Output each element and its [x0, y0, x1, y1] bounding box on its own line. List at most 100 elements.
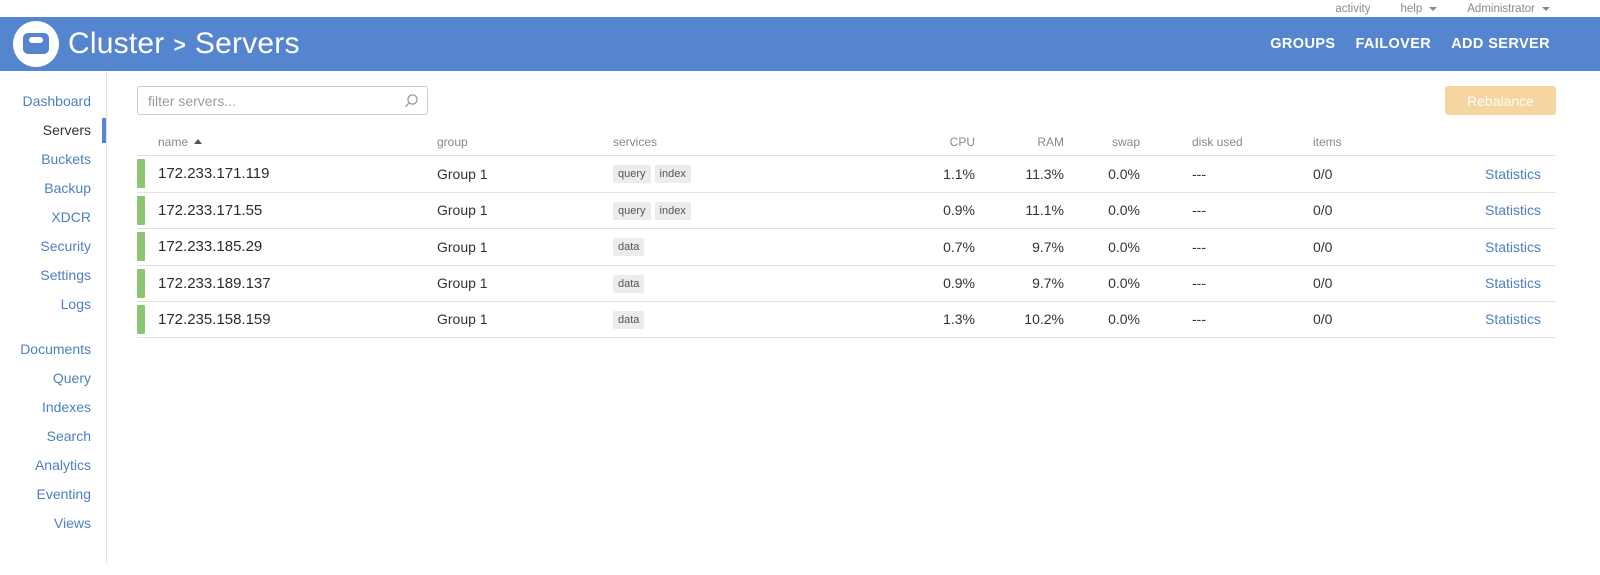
main-content: Rebalance name group services CPU RAM sw…: [107, 71, 1600, 575]
server-name: 172.233.185.29: [158, 238, 263, 256]
column-header-services[interactable]: services: [613, 134, 658, 149]
server-cpu: 0.9%: [943, 275, 975, 292]
sidebar-item-backup[interactable]: Backup: [44, 180, 91, 196]
filter-servers-input[interactable]: [137, 86, 428, 115]
header-actions: GROUPS FAILOVER ADD SERVER: [1270, 36, 1550, 52]
service-badge: data: [613, 274, 645, 293]
server-services: data: [613, 310, 915, 329]
sidebar-item-settings[interactable]: Settings: [40, 267, 91, 283]
sidebar-item-security[interactable]: Security: [40, 238, 91, 254]
toolbar: Rebalance: [137, 86, 1556, 115]
server-ram: 10.2%: [1024, 311, 1064, 328]
sidebar-item-logs[interactable]: Logs: [60, 296, 91, 312]
table-row[interactable]: 172.233.171.119 Group 1 query index 1.1% …: [137, 155, 1556, 192]
sidebar-item-indexes[interactable]: Indexes: [41, 399, 91, 415]
server-group: Group 1: [437, 311, 488, 328]
sidebar-group-0: Dashboard Servers Buckets Backup XDCR Securit…: [0, 87, 106, 319]
server-items: 0/0: [1313, 238, 1333, 255]
caret-down-icon: [1429, 6, 1438, 11]
statistics-cell: Statistics: [1467, 202, 1556, 218]
column-header-name-label: name: [158, 134, 189, 149]
couchbase-logo-icon: [13, 21, 59, 67]
column-header-group[interactable]: group: [437, 134, 468, 149]
statistics-link[interactable]: Statistics: [1484, 275, 1541, 292]
health-cell: [137, 232, 158, 262]
server-name: 172.235.158.159: [158, 310, 271, 328]
column-header-cpu[interactable]: CPU: [949, 134, 975, 149]
server-ram: 11.1%: [1025, 202, 1064, 219]
health-cell: [137, 195, 158, 225]
groups-button[interactable]: GROUPS: [1270, 36, 1336, 52]
topbar-link-administrator[interactable]: Administrator: [1467, 3, 1550, 15]
statistics-link[interactable]: Statistics: [1484, 311, 1541, 328]
breadcrumb-separator-icon: >: [173, 33, 186, 57]
server-name: 172.233.189.137: [158, 274, 271, 292]
sidebar-item-xdcr[interactable]: XDCR: [51, 209, 91, 225]
column-header-ram[interactable]: RAM: [1037, 134, 1064, 149]
table-row[interactable]: 172.233.189.137 Group 1 data 0.9% 9.7% 0…: [137, 264, 1556, 302]
topbar-link-label: activity: [1335, 2, 1371, 15]
app-header: Cluster > Servers GROUPS FAILOVER ADD SERV…: [0, 17, 1600, 71]
server-cpu: 0.9%: [943, 202, 975, 219]
statistics-link[interactable]: Statistics: [1484, 202, 1541, 219]
sidebar-item-documents[interactable]: Documents: [20, 341, 91, 357]
server-cpu: 0.7%: [943, 238, 975, 255]
column-header-swap[interactable]: swap: [1111, 134, 1140, 149]
service-badge: data: [613, 310, 645, 329]
server-ram: 9.7%: [1032, 275, 1064, 292]
statistics-link[interactable]: Statistics: [1484, 238, 1541, 255]
topbar-link-label: Administrator: [1467, 2, 1535, 15]
search-icon: [405, 94, 418, 107]
topbar-link-activity[interactable]: activity: [1335, 3, 1370, 15]
breadcrumb: Cluster > Servers: [68, 27, 300, 61]
server-swap: 0.0%: [1108, 165, 1140, 182]
table-row[interactable]: 172.233.171.55 Group 1 query index 0.9% 1…: [137, 191, 1556, 229]
service-badge: query: [613, 201, 651, 220]
sidebar-item-eventing[interactable]: Eventing: [36, 486, 91, 502]
sidebar-item-query[interactable]: Query: [52, 370, 91, 386]
failover-button[interactable]: FAILOVER: [1355, 36, 1432, 52]
server-ram: 11.3%: [1025, 165, 1064, 182]
server-cpu: 1.1%: [943, 165, 975, 182]
table-row[interactable]: 172.235.158.159 Group 1 data 1.3% 10.2% …: [137, 301, 1556, 338]
sidebar-item-servers[interactable]: Servers: [0, 116, 106, 145]
server-disk-used: ---: [1192, 165, 1206, 182]
server-table: name group services CPU RAM swap disk us…: [137, 128, 1556, 338]
server-disk-used: ---: [1192, 238, 1206, 255]
server-swap: 0.0%: [1108, 311, 1140, 328]
server-items: 0/0: [1313, 275, 1333, 292]
sidebar-item-search[interactable]: Search: [46, 428, 91, 444]
sidebar-item-buckets[interactable]: Buckets: [41, 151, 91, 167]
server-swap: 0.0%: [1108, 202, 1140, 219]
sidebar: Dashboard Servers Buckets Backup XDCR Securit…: [0, 71, 107, 563]
server-disk-used: ---: [1192, 311, 1206, 328]
server-health-indicator: [137, 232, 145, 262]
server-name: 172.233.171.119: [158, 165, 270, 183]
server-swap: 0.0%: [1108, 238, 1140, 255]
server-health-indicator: [137, 268, 145, 298]
server-group: Group 1: [437, 202, 488, 219]
sidebar-item-views[interactable]: Views: [53, 515, 91, 531]
column-header-disk-used[interactable]: disk used: [1192, 134, 1243, 149]
server-items: 0/0: [1313, 165, 1333, 182]
service-badge: data: [613, 238, 645, 257]
statistics-cell: Statistics: [1467, 275, 1556, 291]
table-row[interactable]: 172.233.185.29 Group 1 data 0.7% 9.7% 0.…: [137, 228, 1556, 265]
server-health-indicator: [137, 159, 145, 189]
server-items: 0/0: [1313, 311, 1333, 328]
service-badge: index: [654, 165, 691, 184]
rebalance-button[interactable]: Rebalance: [1445, 86, 1556, 115]
server-ram: 9.7%: [1032, 238, 1064, 255]
sidebar-group-1: Documents Query Indexes Search Analytics Even…: [0, 335, 106, 538]
column-header-items[interactable]: items: [1313, 134, 1342, 149]
topbar-link-help[interactable]: help: [1401, 3, 1438, 15]
column-header-name[interactable]: name: [158, 135, 437, 149]
server-services: data: [613, 274, 915, 293]
breadcrumb-cluster: Cluster: [68, 27, 165, 60]
add-server-button[interactable]: ADD SERVER: [1451, 36, 1550, 52]
sidebar-item-analytics[interactable]: Analytics: [34, 457, 91, 473]
statistics-cell: Statistics: [1467, 166, 1556, 182]
sidebar-item-dashboard[interactable]: Dashboard: [22, 93, 92, 109]
statistics-link[interactable]: Statistics: [1484, 165, 1541, 182]
service-badge: query: [613, 165, 651, 184]
